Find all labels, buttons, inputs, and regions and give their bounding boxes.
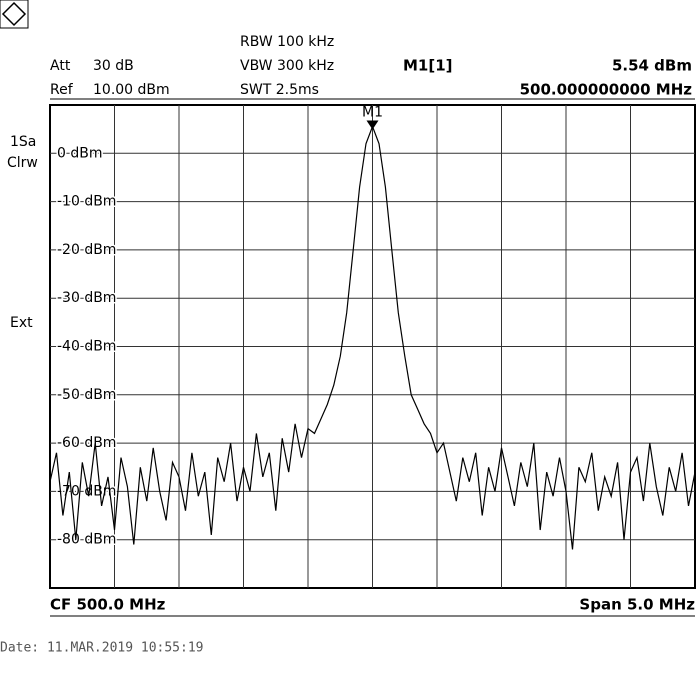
marker-readout: M1[1] (403, 57, 453, 75)
att-value: 30 dB (93, 58, 134, 74)
y-tick-label: -80 dBm (57, 532, 116, 548)
trigger: Ext (10, 315, 33, 331)
ref-value: 10.00 dBm (93, 82, 170, 98)
detector: Clrw (7, 155, 38, 171)
marker-level: 5.54 dBm (612, 57, 692, 75)
ref-label: Ref (50, 82, 74, 98)
marker (366, 120, 379, 130)
y-tick-label: 0 dBm (57, 145, 103, 161)
y-tick-label: -60 dBm (57, 435, 116, 451)
marker-frequency: 500.000000000 MHz (520, 81, 693, 99)
trace-mode: 1Sa (10, 134, 36, 150)
logo (0, 0, 29, 29)
y-tick-label: -10 dBm (57, 194, 116, 210)
y-tick-label: -40 dBm (57, 339, 116, 355)
span: Span 5.0 MHz (579, 596, 695, 614)
center-frequency: CF 500.0 MHz (50, 596, 166, 614)
vbw: VBW 300 kHz (240, 58, 334, 74)
date: Date: 11.MAR.2019 10:55:19 (0, 641, 204, 656)
rbw: RBW 100 kHz (240, 34, 334, 50)
y-tick-label: -30 dBm (57, 290, 116, 306)
swt: SWT 2.5ms (240, 82, 319, 98)
y-tick-label: -20 dBm (57, 242, 116, 258)
att-label: Att (50, 58, 71, 74)
marker-label: M1 (362, 105, 383, 121)
y-tick-label: -50 dBm (57, 387, 116, 403)
